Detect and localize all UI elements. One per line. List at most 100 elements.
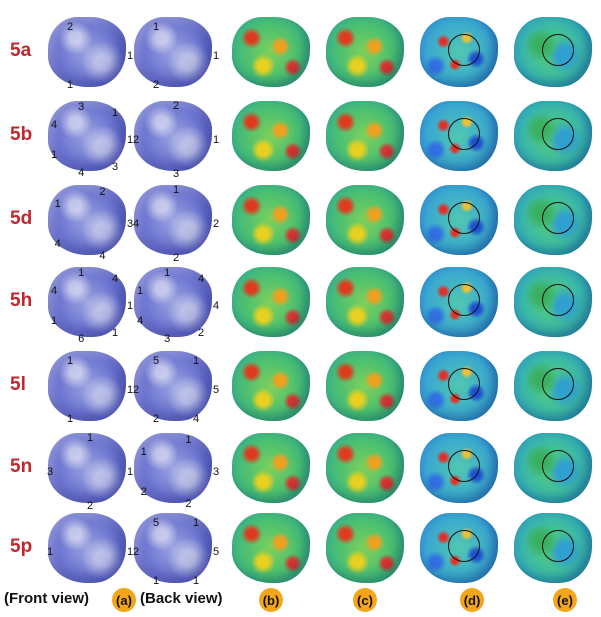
bottom-label-front-view: (Front view) bbox=[4, 590, 89, 607]
shape-index-back-surface bbox=[326, 17, 404, 87]
highlight-ring bbox=[542, 450, 574, 482]
front-view-dnorm-surface bbox=[48, 185, 126, 255]
contact-callout: 6 bbox=[78, 333, 85, 346]
contact-callout: 2 bbox=[140, 485, 147, 498]
row-label-5b: 5b bbox=[10, 124, 33, 145]
contact-callout: 2 bbox=[197, 326, 205, 339]
shape-index-surface bbox=[232, 433, 310, 503]
back-view-dnorm-surface bbox=[134, 433, 212, 503]
highlight-ring bbox=[448, 530, 480, 562]
contact-callout: 2 bbox=[173, 252, 180, 264]
contact-callout: 1 bbox=[213, 50, 220, 62]
row-label-5a: 5a bbox=[10, 40, 32, 61]
shape-index-back-surface bbox=[326, 101, 404, 171]
contact-callout: 1 bbox=[193, 516, 200, 529]
contact-callout: 4 bbox=[136, 314, 144, 327]
contact-callout: 1 bbox=[153, 20, 160, 33]
contact-callout: 5 bbox=[153, 354, 160, 367]
contact-callout: 2 bbox=[153, 413, 160, 426]
contact-callout: 1 bbox=[54, 198, 61, 210]
front-view-dnorm-surface bbox=[48, 267, 126, 337]
contact-callout: 4 bbox=[50, 119, 58, 132]
row-label-5n: 5n bbox=[10, 456, 33, 477]
contact-callout: 5 bbox=[213, 546, 220, 558]
shape-index-surface bbox=[232, 17, 310, 87]
contact-callout: 1 bbox=[127, 134, 134, 146]
highlight-ring bbox=[448, 368, 480, 400]
shape-index-surface bbox=[232, 101, 310, 171]
contact-callout: 5 bbox=[153, 516, 160, 529]
row-label-5h: 5h bbox=[10, 290, 33, 311]
highlight-ring bbox=[542, 368, 574, 400]
contact-callout: 2 bbox=[153, 79, 160, 92]
contact-callout: 1 bbox=[127, 546, 134, 558]
shape-index-surface bbox=[232, 351, 310, 421]
front-view-dnorm-surface bbox=[48, 17, 126, 87]
front-view-dnorm-surface bbox=[48, 433, 126, 503]
contact-callout: 2 bbox=[133, 546, 140, 558]
contact-callout: 1 bbox=[127, 466, 134, 478]
shape-index-back-surface bbox=[326, 351, 404, 421]
back-view-dnorm-surface bbox=[134, 101, 212, 171]
contact-callout: 2 bbox=[87, 500, 94, 512]
contact-callout: 2 bbox=[185, 498, 192, 511]
contact-callout: 1 bbox=[136, 285, 144, 298]
contact-callout: 2 bbox=[133, 384, 140, 396]
contact-callout: 4 bbox=[197, 273, 205, 286]
bottom-label-back-view: (Back view) bbox=[140, 590, 223, 607]
shape-index-back-surface bbox=[326, 185, 404, 255]
row-label-5d: 5d bbox=[10, 208, 33, 229]
contact-callout: 1 bbox=[127, 50, 134, 62]
contact-callout: 1 bbox=[185, 433, 192, 446]
highlight-ring bbox=[448, 202, 480, 234]
highlight-ring bbox=[542, 34, 574, 66]
contact-callout: 4 bbox=[78, 167, 85, 180]
contact-callout: 2 bbox=[133, 134, 140, 146]
contact-callout: 4 bbox=[133, 218, 140, 230]
front-view-dnorm-surface bbox=[48, 101, 126, 171]
contact-callout: 5 bbox=[213, 384, 220, 396]
highlight-ring bbox=[448, 284, 480, 316]
highlight-ring bbox=[542, 284, 574, 316]
back-view-dnorm-surface bbox=[134, 185, 212, 255]
back-view-dnorm-surface bbox=[134, 267, 212, 337]
contact-callout: 4 bbox=[99, 250, 106, 263]
contact-callout: 1 bbox=[50, 148, 58, 161]
contact-callout: 1 bbox=[127, 300, 134, 312]
contact-callout: 4 bbox=[193, 413, 200, 426]
contact-callout: 2 bbox=[213, 218, 220, 230]
contact-callout: 4 bbox=[111, 273, 119, 286]
contact-callout: 1 bbox=[140, 446, 147, 458]
contact-callout: 1 bbox=[87, 432, 94, 444]
contact-callout: 3 bbox=[164, 333, 171, 346]
contact-callout: 1 bbox=[67, 79, 74, 92]
contact-callout: 1 bbox=[193, 575, 200, 588]
contact-callout: 1 bbox=[164, 266, 171, 279]
contact-callout: 1 bbox=[173, 184, 180, 196]
contact-callout: 1 bbox=[193, 354, 200, 367]
highlight-ring bbox=[542, 202, 574, 234]
contact-callout: 3 bbox=[47, 466, 54, 478]
panel-badge-b: (b) bbox=[259, 588, 283, 612]
contact-callout: 3 bbox=[213, 466, 220, 478]
shape-index-back-surface bbox=[326, 433, 404, 503]
highlight-ring bbox=[448, 118, 480, 150]
highlight-ring bbox=[542, 118, 574, 150]
contact-callout: 3 bbox=[111, 160, 119, 173]
contact-callout: 1 bbox=[67, 413, 74, 426]
contact-callout: 3 bbox=[127, 218, 134, 230]
front-view-dnorm-surface bbox=[48, 351, 126, 421]
contact-callout: 4 bbox=[54, 237, 61, 250]
shape-index-back-surface bbox=[326, 513, 404, 583]
panel-badge-a: (a) bbox=[112, 588, 136, 612]
back-view-dnorm-surface bbox=[134, 17, 212, 87]
contact-callout: 1 bbox=[153, 575, 160, 588]
contact-callout: 2 bbox=[67, 20, 74, 33]
contact-callout: 1 bbox=[127, 384, 134, 396]
contact-callout: 1 bbox=[50, 314, 58, 327]
contact-callout: 3 bbox=[78, 100, 85, 113]
row-label-5p: 5p bbox=[10, 536, 33, 557]
shape-index-surface bbox=[232, 513, 310, 583]
shape-index-back-surface bbox=[326, 267, 404, 337]
